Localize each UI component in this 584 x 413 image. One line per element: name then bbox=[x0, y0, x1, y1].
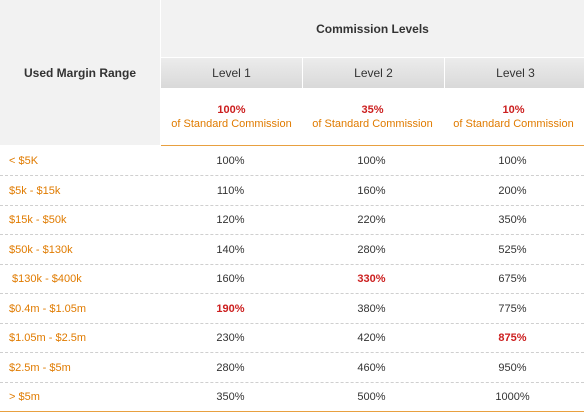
margin-range-label: $2.5m - $5m bbox=[9, 361, 71, 374]
level-1-value: 110% bbox=[216, 184, 245, 197]
table-row: $5k - $15k 110% 160% 200% bbox=[0, 176, 584, 206]
margin-range-label: $50k - $130k bbox=[9, 243, 73, 256]
level-1-pct-caption: of Standard Commission bbox=[171, 117, 292, 130]
margin-range-label: < $5K bbox=[9, 154, 39, 167]
table-row: $130k - $400k 160% 330% 675% bbox=[0, 264, 584, 294]
level-3-value: 100% bbox=[498, 154, 527, 167]
level-2-value: 420% bbox=[357, 331, 386, 344]
commission-levels-header: Commission Levels bbox=[161, 0, 584, 58]
margin-range-label: $5k - $15k bbox=[9, 184, 61, 197]
level-header-row: Level 1 Level 2 Level 3 bbox=[161, 58, 584, 88]
level-2-percentage: 35% of Standard Commission bbox=[302, 88, 443, 145]
level-2-value: 160% bbox=[357, 184, 386, 197]
used-margin-range-header: Used Margin Range bbox=[0, 0, 161, 145]
table-row: $50k - $130k 140% 280% 525% bbox=[0, 235, 584, 265]
level-2-value: 460% bbox=[357, 361, 386, 374]
table-row: > $5m 350% 500% 1000% bbox=[0, 382, 584, 412]
level-3-percentage: 10% of Standard Commission bbox=[443, 88, 584, 145]
level-2-value: 100% bbox=[357, 154, 386, 167]
margin-range-label: > $5m bbox=[9, 390, 40, 403]
level-2-pct-caption: of Standard Commission bbox=[312, 117, 433, 130]
level-1-value: 280% bbox=[216, 361, 245, 374]
level-3-value: 350% bbox=[498, 213, 527, 226]
level-3-value: 875% bbox=[498, 331, 527, 344]
level-2-value: 280% bbox=[357, 243, 386, 256]
level-2-value: 380% bbox=[357, 302, 386, 315]
level-1-pct-value: 100% bbox=[217, 103, 246, 116]
level-3-value: 775% bbox=[498, 302, 527, 315]
table-row: < $5K 100% 100% 100% bbox=[0, 146, 584, 176]
level-3-pct-value: 10% bbox=[502, 103, 525, 116]
level-2-value: 500% bbox=[357, 390, 386, 403]
level-1-value: 190% bbox=[216, 302, 245, 315]
level-3-value: 675% bbox=[498, 272, 527, 285]
margin-range-label: $1.05m - $2.5m bbox=[9, 331, 87, 344]
margin-range-label: $130k - $400k bbox=[9, 272, 82, 285]
level-2-value: 330% bbox=[357, 272, 386, 285]
level-percentage-row: 100% of Standard Commission 35% of Stand… bbox=[161, 88, 584, 146]
table-row: $1.05m - $2.5m 230% 420% 875% bbox=[0, 323, 584, 353]
level-1-percentage: 100% of Standard Commission bbox=[161, 88, 302, 145]
level-2-pct-value: 35% bbox=[361, 103, 384, 116]
margin-range-label: $15k - $50k bbox=[9, 213, 67, 226]
level-1-value: 350% bbox=[216, 390, 245, 403]
level-2-value: 220% bbox=[357, 213, 386, 226]
level-1-value: 230% bbox=[216, 331, 245, 344]
table-row: $15k - $50k 120% 220% 350% bbox=[0, 205, 584, 235]
table-row: $2.5m - $5m 280% 460% 950% bbox=[0, 353, 584, 383]
level-1-value: 100% bbox=[216, 154, 245, 167]
level-1-header: Level 1 bbox=[161, 58, 303, 88]
margin-range-label: $0.4m - $1.05m bbox=[9, 302, 87, 315]
level-1-value: 140% bbox=[216, 243, 245, 256]
level-3-value: 525% bbox=[498, 243, 527, 256]
level-3-value: 1000% bbox=[495, 390, 530, 403]
table-row: $0.4m - $1.05m 190% 380% 775% bbox=[0, 294, 584, 324]
level-1-value: 160% bbox=[216, 272, 245, 285]
level-3-pct-caption: of Standard Commission bbox=[453, 117, 574, 130]
level-3-header: Level 3 bbox=[445, 58, 584, 88]
level-2-header: Level 2 bbox=[303, 58, 445, 88]
level-3-value: 950% bbox=[498, 361, 527, 374]
level-3-value: 200% bbox=[498, 184, 527, 197]
level-1-value: 120% bbox=[216, 213, 245, 226]
